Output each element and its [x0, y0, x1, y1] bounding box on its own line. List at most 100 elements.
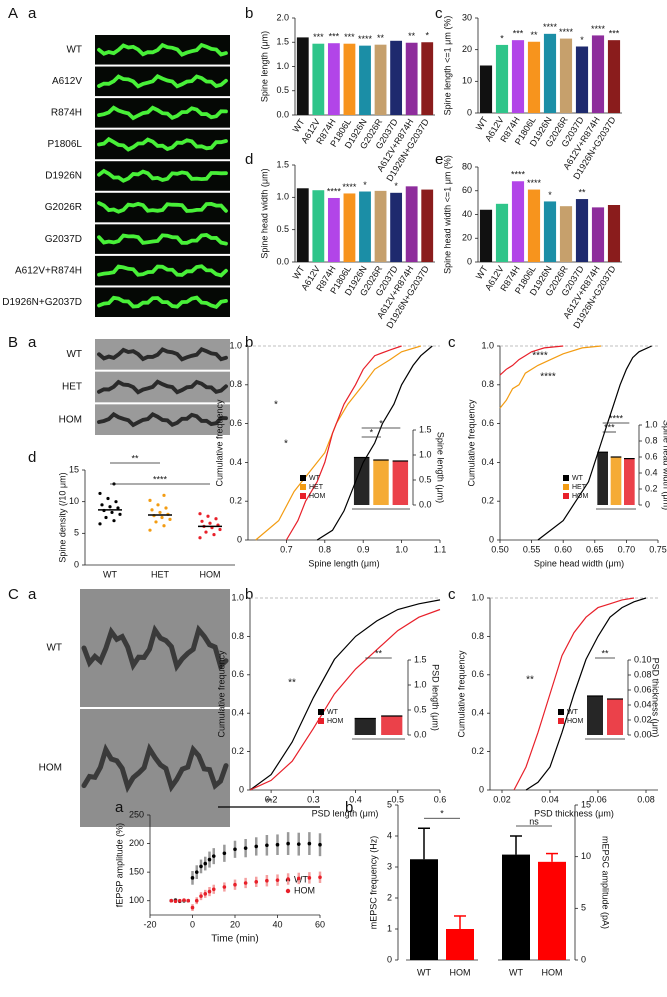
data-point	[154, 520, 158, 524]
legend-swatch	[300, 493, 306, 499]
dendrite	[81, 624, 229, 672]
y-axis-label: Cumulative frequency	[214, 399, 224, 487]
data-point	[211, 854, 216, 858]
cdf-line	[255, 345, 421, 541]
y-tick-label: 0.0	[419, 499, 432, 509]
data-point	[173, 899, 178, 904]
legend-swatch	[558, 709, 564, 715]
data-point	[198, 512, 202, 516]
x-tick-label: 0.7	[280, 544, 293, 554]
data-point	[199, 864, 203, 869]
significance-label: ****	[543, 22, 558, 32]
y-tick-label: 0.6	[471, 669, 484, 679]
y-tick-label: 1.5	[276, 159, 289, 169]
panel-label: b	[245, 334, 253, 351]
significance-label: ***	[609, 29, 620, 39]
y-axis-label: Spine length (μm)	[436, 432, 446, 503]
dendrite	[97, 264, 228, 278]
significance-label: **	[288, 678, 296, 689]
significance-label: ****	[540, 372, 556, 383]
inset-bar	[373, 460, 389, 505]
y-tick-label: 0.8	[645, 435, 658, 445]
row-label: P1806L	[48, 139, 83, 150]
bar	[359, 45, 371, 115]
y-axis-label: Spine length (μm)	[259, 31, 269, 102]
row-label: G2026R	[45, 202, 82, 213]
data-point	[158, 510, 162, 515]
row-label: A612V+R874H	[15, 265, 82, 276]
x-tick-label: 0.9	[357, 544, 370, 554]
x-tick-label: WT	[103, 569, 117, 579]
data-point	[286, 877, 290, 881]
y-tick-label: 0.08	[634, 669, 652, 679]
x-tick-label: 0.50	[491, 544, 509, 554]
data-point	[156, 503, 160, 507]
data-point	[190, 876, 195, 880]
y-tick-label: 0.6	[645, 451, 658, 461]
inset-bar	[624, 458, 635, 505]
bar	[390, 192, 403, 262]
bar	[538, 861, 566, 960]
significance-label: **	[377, 33, 385, 43]
y-tick-label: 0.2	[481, 496, 494, 506]
significance-label: *	[274, 400, 278, 411]
legend-marker	[285, 888, 291, 894]
row-label: WT	[66, 44, 82, 55]
y-tick-label: 0	[467, 256, 472, 266]
y-tick-label: 1.0	[229, 340, 242, 350]
x-tick-label: 0.6	[434, 794, 447, 804]
data-point	[148, 528, 152, 532]
y-tick-label: 200	[129, 838, 144, 848]
panel-label: c	[448, 334, 456, 351]
bar	[374, 44, 387, 115]
data-point	[275, 842, 280, 847]
data-point	[233, 882, 237, 887]
y-tick-label: 100	[129, 895, 144, 905]
panel-label: d	[245, 151, 253, 168]
y-tick-label: 2.0	[276, 12, 289, 22]
data-point	[108, 505, 112, 509]
cdf-line	[513, 597, 635, 791]
bar	[527, 41, 541, 113]
bar	[543, 33, 557, 114]
x-tick-label: 0.2	[265, 794, 278, 804]
data-point	[182, 898, 186, 902]
x-tick-label: 40	[272, 919, 282, 929]
x-tick-label: WT	[509, 967, 523, 977]
x-tick-label: 0.60	[554, 544, 572, 554]
y-tick-label: 20	[462, 233, 472, 243]
significance-label: **	[578, 187, 586, 197]
legend-swatch	[563, 484, 569, 490]
y-tick-label: 1.5	[414, 654, 427, 664]
significance-label: ****	[559, 27, 574, 37]
significance-label: **	[131, 453, 139, 463]
bar	[327, 197, 340, 262]
data-point	[164, 506, 168, 510]
data-point	[243, 881, 248, 885]
y-tick-label: 0.0	[414, 729, 427, 739]
significance-label: **	[265, 796, 273, 806]
y-tick-label: 5	[581, 903, 586, 913]
legend-swatch	[300, 475, 306, 481]
y-tick-label: 1.0	[419, 449, 432, 459]
y-tick-label: 0.4	[481, 457, 494, 467]
x-tick-label: 0.5	[392, 794, 405, 804]
panel-label: c	[448, 586, 456, 603]
panel-label: a	[115, 799, 124, 816]
row-label: D1926N	[45, 171, 82, 182]
y-tick-label: 0	[581, 954, 586, 964]
bar	[479, 65, 493, 113]
data-point	[114, 500, 118, 504]
data-point	[168, 517, 172, 522]
y-tick-label: 0	[479, 784, 484, 794]
data-point	[106, 496, 110, 501]
data-point	[162, 524, 166, 528]
y-tick-label: 0.5	[276, 224, 289, 234]
bar	[495, 44, 509, 113]
bar	[559, 206, 573, 262]
bar	[511, 181, 525, 262]
section-label: A	[8, 5, 18, 22]
y-tick-label: 5	[387, 799, 392, 809]
significance-label: ****	[532, 351, 548, 362]
y-tick-label: 15	[69, 464, 79, 474]
